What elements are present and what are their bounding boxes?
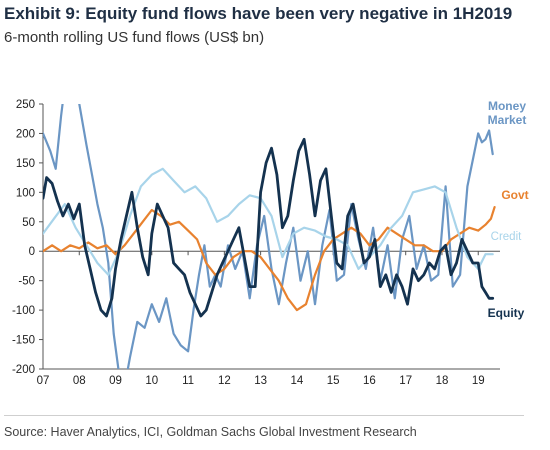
x-tick-label: 15 [327,375,340,387]
x-tick-label: 07 [37,375,50,387]
chart-title: Exhibit 9: Equity fund flows have been v… [4,4,513,23]
x-tick-label: 09 [109,375,122,387]
x-tick-label: 12 [218,375,231,387]
y-tick-label: -50 [18,276,35,288]
x-tick-label: 14 [290,375,303,387]
x-tick-label: 18 [436,375,449,387]
series-group [43,104,496,369]
x-tick-label: 16 [363,375,376,387]
series-line-equity [43,137,495,318]
footer-divider [4,415,524,416]
y-tick-label: 50 [22,217,35,229]
series-label-money-market: Money Market [488,99,527,127]
x-tick-label: 11 [182,375,194,387]
series-line-credit [43,167,494,276]
y-tick-label: 200 [16,128,35,140]
x-tick-label: 08 [73,375,86,387]
y-tick-label: -200 [12,364,35,376]
y-tick-label: 100 [16,187,35,199]
series-label-equity: Equity [488,306,525,320]
y-tick-label: -100 [12,305,35,317]
source-note: Source: Haver Analytics, ICI, Goldman Sa… [4,425,417,439]
x-tick-label: 17 [399,375,412,387]
x-tick-label: 13 [254,375,267,387]
x-tick-label: 10 [145,375,158,387]
y-tick-label: 150 [16,158,35,170]
series-label-credit: Credit [491,231,522,243]
chart-subtitle: 6-month rolling US fund flows (US$ bn) [4,29,265,46]
series-line-money-market [43,104,494,369]
y-tick-label: 0 [29,246,35,258]
series-label-govt: Govt [501,188,528,202]
y-tick-label: 250 [16,99,35,111]
y-tick-label: -150 [12,335,35,347]
x-tick-label: 19 [472,375,485,387]
